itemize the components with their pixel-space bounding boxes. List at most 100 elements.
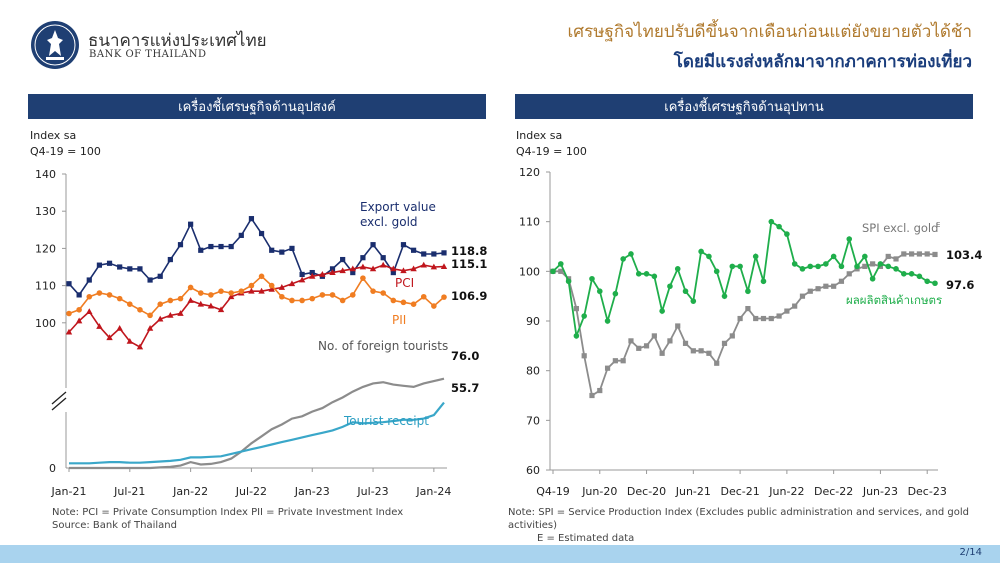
- data-point: [420, 293, 427, 300]
- data-point: [167, 256, 173, 263]
- data-point: [410, 265, 417, 272]
- data-point: [823, 261, 829, 267]
- data-point: [349, 292, 356, 298]
- data-point: [745, 305, 751, 312]
- data-point: [916, 251, 923, 257]
- y-tick-label: 140: [35, 168, 56, 181]
- data-point: [682, 288, 689, 295]
- data-point: [400, 242, 407, 248]
- data-point: [187, 284, 194, 291]
- data-point: [177, 242, 184, 248]
- data-point: [400, 299, 407, 306]
- data-point: [258, 230, 265, 237]
- data-point: [877, 261, 884, 267]
- data-point: [188, 221, 194, 227]
- data-point: [370, 288, 376, 294]
- data-point: [96, 323, 103, 329]
- data-point: [690, 298, 697, 304]
- x-tick-label: Jul-22: [235, 485, 267, 498]
- data-point: [147, 312, 153, 319]
- data-point: [612, 358, 618, 364]
- bot-emblem-icon: [31, 21, 79, 69]
- axis-break-mark: [51, 391, 67, 405]
- data-point: [319, 271, 326, 277]
- data-point: [675, 323, 681, 329]
- data-point: [380, 290, 386, 296]
- data-point: [76, 306, 82, 313]
- page-number: 2/14: [959, 547, 982, 558]
- y-tick-label: 120: [519, 166, 540, 179]
- data-point: [127, 301, 133, 307]
- demand-source-line: Source: Bank of Thailand: [52, 520, 177, 531]
- data-point: [126, 338, 134, 344]
- data-point: [339, 297, 346, 304]
- data-point: [106, 334, 113, 341]
- axis-break-mark: [51, 397, 67, 411]
- supply-unit-line2: Q4-19 = 100: [516, 145, 587, 158]
- data-point: [167, 297, 174, 304]
- data-point: [299, 271, 305, 278]
- data-point: [721, 340, 728, 346]
- series-line: [69, 377, 445, 470]
- data-point: [620, 358, 626, 364]
- data-point: [628, 251, 634, 257]
- data-point: [146, 324, 154, 331]
- series-line: [552, 220, 936, 340]
- data-point: [400, 267, 407, 274]
- series-name-label: SPI excl. gold: [862, 221, 938, 235]
- data-point: [760, 278, 767, 285]
- series-line: [68, 217, 445, 297]
- org-name-th: ธนาคารแห่งประเทศไทย: [88, 31, 267, 51]
- data-point: [298, 276, 306, 283]
- x-tick-label: Jun-23: [862, 485, 898, 498]
- data-point: [651, 333, 657, 339]
- data-point: [799, 266, 806, 272]
- data-point: [197, 290, 204, 296]
- data-point: [390, 269, 396, 276]
- series-1: [65, 261, 448, 350]
- demand-unit-line1: Index sa: [30, 129, 77, 142]
- data-point: [157, 301, 164, 307]
- data-point: [830, 253, 837, 260]
- data-point: [86, 277, 92, 283]
- data-point: [410, 247, 417, 253]
- data-point: [815, 286, 821, 292]
- demand-panel-title: เครื่องชี้เศรษฐกิจด้านอุปสงค์: [28, 94, 486, 119]
- data-point: [309, 295, 316, 302]
- data-point: [197, 300, 204, 307]
- data-point: [643, 343, 650, 349]
- series-name-label: Export value: [360, 200, 436, 214]
- data-point: [659, 350, 665, 356]
- data-point: [737, 263, 743, 270]
- data-point: [792, 303, 798, 309]
- data-point: [208, 243, 214, 250]
- headline-line1: เศรษฐกิจไทยปรับดีขึ้นจากเดือนก่อนแต่ยังข…: [567, 22, 973, 42]
- series-name-label: PII: [392, 313, 406, 327]
- series-name-label: PCI: [395, 276, 414, 290]
- supply-panel-title: เครื่องชี้เศรษฐกิจด้านอุปทาน: [515, 94, 973, 119]
- end-value-label: 118.8: [451, 244, 487, 258]
- data-point: [916, 273, 923, 280]
- data-point: [339, 267, 346, 274]
- data-point: [589, 275, 595, 282]
- data-point: [784, 231, 790, 237]
- data-point: [238, 232, 244, 238]
- data-point: [870, 261, 876, 267]
- data-point: [901, 271, 907, 277]
- data-point: [721, 293, 728, 299]
- data-point: [228, 243, 234, 250]
- x-tick-label: Jun-21: [675, 485, 711, 498]
- data-point: [431, 303, 437, 309]
- data-point: [147, 277, 153, 283]
- end-value-label: 55.7: [451, 381, 479, 395]
- data-point: [248, 216, 255, 222]
- data-point: [76, 292, 82, 298]
- series-name-superscript: E: [936, 221, 940, 229]
- data-point: [218, 288, 224, 294]
- demand-unit-label: Index sa Q4-19 = 100: [30, 128, 101, 160]
- x-tick-label: Dec-23: [908, 485, 947, 498]
- series-name-label: Tourist receipt: [343, 414, 429, 428]
- data-point: [227, 293, 235, 300]
- data-point: [784, 308, 790, 314]
- data-point: [278, 284, 286, 290]
